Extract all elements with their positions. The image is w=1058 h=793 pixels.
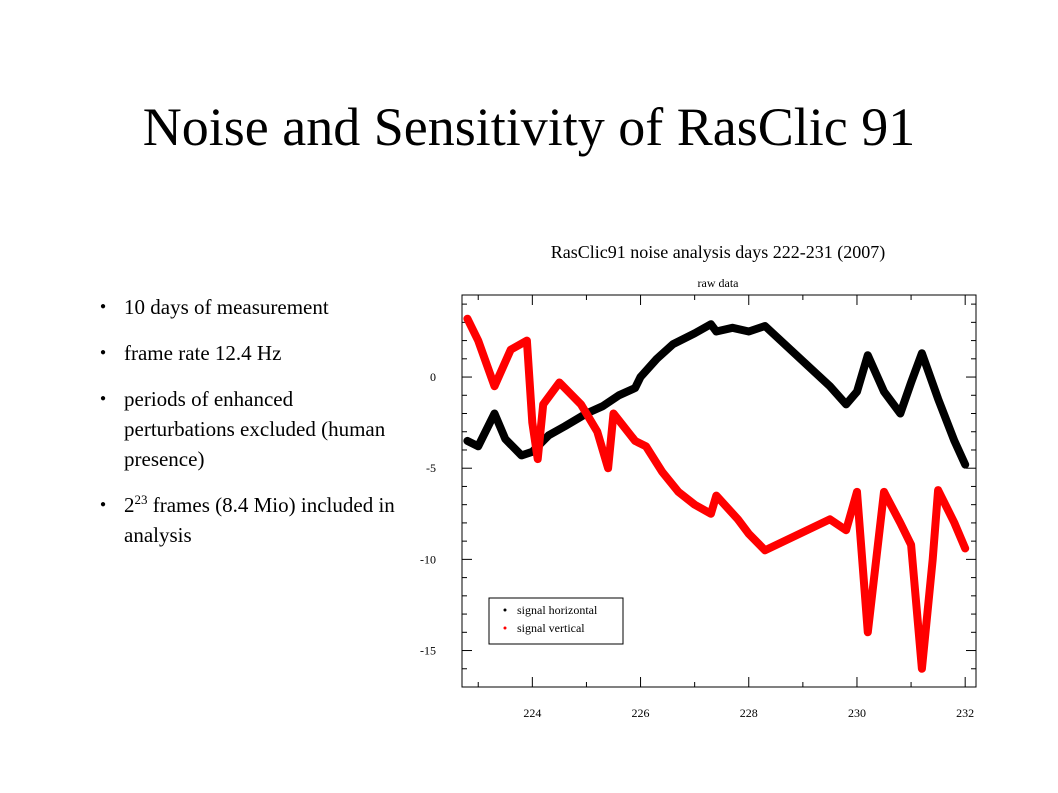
bullet-text: 10 days of measurement xyxy=(124,295,329,319)
data-point xyxy=(606,466,610,470)
legend-marker xyxy=(503,626,507,630)
data-point xyxy=(898,521,902,525)
series-layer xyxy=(463,314,970,673)
bullet-item: frame rate 12.4 Hz xyxy=(100,338,400,368)
data-point xyxy=(866,353,870,357)
legend-label: signal horizontal xyxy=(517,603,598,617)
data-point xyxy=(639,375,642,379)
data-point xyxy=(671,342,675,346)
data-point xyxy=(763,324,767,328)
y-tick-label: -5 xyxy=(426,461,436,475)
data-point xyxy=(465,439,469,443)
data-point xyxy=(844,528,848,532)
data-point xyxy=(693,331,697,335)
legend: signal horizontal signal vertical xyxy=(488,597,624,645)
bullet-text: frames (8.4 Mio) included in analysis xyxy=(124,493,395,547)
data-point xyxy=(936,397,940,401)
data-point xyxy=(493,412,496,415)
data-point xyxy=(855,490,859,494)
bullet-base: 2 xyxy=(124,493,135,517)
data-point xyxy=(503,437,507,441)
data-point xyxy=(952,439,956,443)
data-point xyxy=(714,494,718,498)
data-point xyxy=(563,424,567,428)
plot-frame xyxy=(461,294,977,688)
data-point xyxy=(541,402,545,406)
data-point xyxy=(633,386,637,390)
data-point xyxy=(963,546,967,550)
data-point xyxy=(709,322,713,326)
data-point xyxy=(844,402,848,406)
data-point xyxy=(509,348,513,352)
chart-title: RasClic91 noise analysis days 222-231 (2… xyxy=(551,242,885,263)
bullet-item: 223 frames (8.4 Mio) included in analysi… xyxy=(100,490,400,550)
data-point xyxy=(676,490,680,494)
data-point xyxy=(882,390,886,394)
bullet-list: 10 days of measurement frame rate 12.4 H… xyxy=(100,292,400,566)
x-tick-label: 224 xyxy=(523,706,541,720)
y-tick-label: -10 xyxy=(420,552,436,566)
x-tick-label: 230 xyxy=(848,706,866,720)
legend-frame xyxy=(488,597,624,645)
x-tick-label: 226 xyxy=(632,706,650,720)
y-tick-label: -15 xyxy=(420,644,436,658)
x-tick-label: 228 xyxy=(740,706,758,720)
data-point xyxy=(866,630,870,634)
data-point xyxy=(920,351,924,355)
legend-label: signal vertical xyxy=(517,621,585,635)
bullet-text: frame rate 12.4 Hz xyxy=(124,341,282,365)
data-point xyxy=(655,357,659,361)
y-tick-label: 0 xyxy=(430,370,436,384)
data-point xyxy=(936,488,940,492)
data-point xyxy=(909,381,913,384)
bullet-superscript: 23 xyxy=(134,492,148,507)
slide-title: Noise and Sensitivity of RasClic 91 xyxy=(142,97,916,157)
data-point xyxy=(660,470,664,474)
data-point xyxy=(952,521,956,525)
data-point xyxy=(520,453,523,457)
data-point xyxy=(612,412,615,415)
data-point xyxy=(493,384,496,388)
data-point xyxy=(747,330,751,333)
data-point xyxy=(828,517,832,521)
data-point xyxy=(920,667,924,671)
bullet-item: periods of enhanced perturbations exclud… xyxy=(100,384,400,474)
x-tick-label: 232 xyxy=(956,706,974,720)
bullet-text: periods of enhanced perturbations exclud… xyxy=(124,387,386,471)
data-point xyxy=(617,393,621,397)
data-point xyxy=(909,543,913,547)
data-point xyxy=(476,339,480,343)
data-point xyxy=(557,381,561,384)
data-point xyxy=(644,444,648,448)
chart-subtitle: raw data xyxy=(698,276,740,290)
data-point xyxy=(882,490,886,494)
data-point xyxy=(709,512,713,516)
data-point xyxy=(855,390,859,394)
data-point xyxy=(530,421,534,425)
data-point xyxy=(595,430,599,434)
data-point xyxy=(525,339,529,343)
data-point xyxy=(714,330,718,333)
data-point xyxy=(547,433,551,437)
data-point xyxy=(693,503,697,507)
data-point xyxy=(747,532,751,536)
data-point xyxy=(763,548,767,552)
legend-marker xyxy=(503,608,507,612)
data-point xyxy=(579,402,583,406)
data-point xyxy=(931,557,935,561)
data-point xyxy=(828,384,832,388)
noise-chart: RasClic91 noise analysis days 222-231 (2… xyxy=(420,242,977,720)
bullet-item: 10 days of measurement xyxy=(100,292,400,322)
data-point xyxy=(476,444,480,448)
data-point xyxy=(601,404,605,408)
data-point xyxy=(731,326,734,330)
data-point xyxy=(536,457,540,461)
data-point xyxy=(633,439,637,443)
data-point xyxy=(465,317,469,321)
data-point xyxy=(736,517,740,521)
data-point xyxy=(963,463,967,467)
data-point xyxy=(898,412,902,415)
